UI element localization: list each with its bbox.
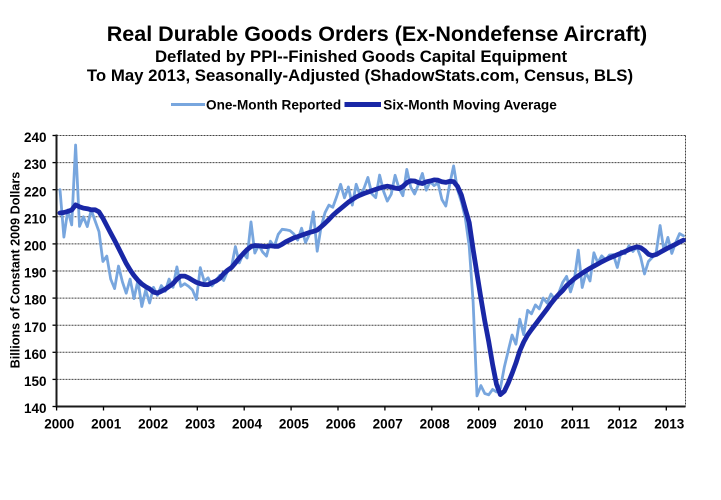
svg-text:One-Month Reported: One-Month Reported [206,98,341,113]
svg-text:160: 160 [24,347,47,362]
svg-text:230: 230 [24,157,47,172]
svg-text:2005: 2005 [279,417,310,432]
svg-text:220: 220 [24,184,47,199]
svg-text:2007: 2007 [373,417,403,432]
svg-text:Six-Month Moving Average: Six-Month Moving Average [383,98,557,113]
svg-text:2011: 2011 [561,417,591,432]
svg-text:2012: 2012 [607,417,637,432]
svg-text:2000: 2000 [44,417,74,432]
svg-text:Deflated by PPI--Finished Good: Deflated by PPI--Finished Goods Capital … [155,47,568,66]
svg-text:2013: 2013 [654,417,685,432]
svg-text:190: 190 [24,266,47,281]
svg-text:2010: 2010 [513,417,543,432]
svg-text:2008: 2008 [420,417,451,432]
svg-text:200: 200 [24,239,47,254]
svg-text:2002: 2002 [138,417,168,432]
svg-text:210: 210 [24,211,47,226]
svg-text:2003: 2003 [185,417,216,432]
svg-text:180: 180 [24,293,47,308]
svg-text:2004: 2004 [232,417,263,432]
svg-text:Real Durable Goods Orders (Ex-: Real Durable Goods Orders (Ex-Nondefense… [107,22,647,46]
svg-text:To May 2013, Seasonally-Adjust: To May 2013, Seasonally-Adjusted (Shadow… [87,66,633,85]
svg-text:2009: 2009 [467,417,497,432]
svg-text:2006: 2006 [326,417,357,432]
svg-text:170: 170 [24,320,47,335]
svg-text:140: 140 [24,401,47,416]
svg-text:150: 150 [24,374,47,389]
svg-text:2001: 2001 [91,417,122,432]
svg-text:240: 240 [24,130,47,145]
svg-text:Billions of Constant 2009 Doll: Billions of Constant 2009 Dollars [9,172,23,369]
